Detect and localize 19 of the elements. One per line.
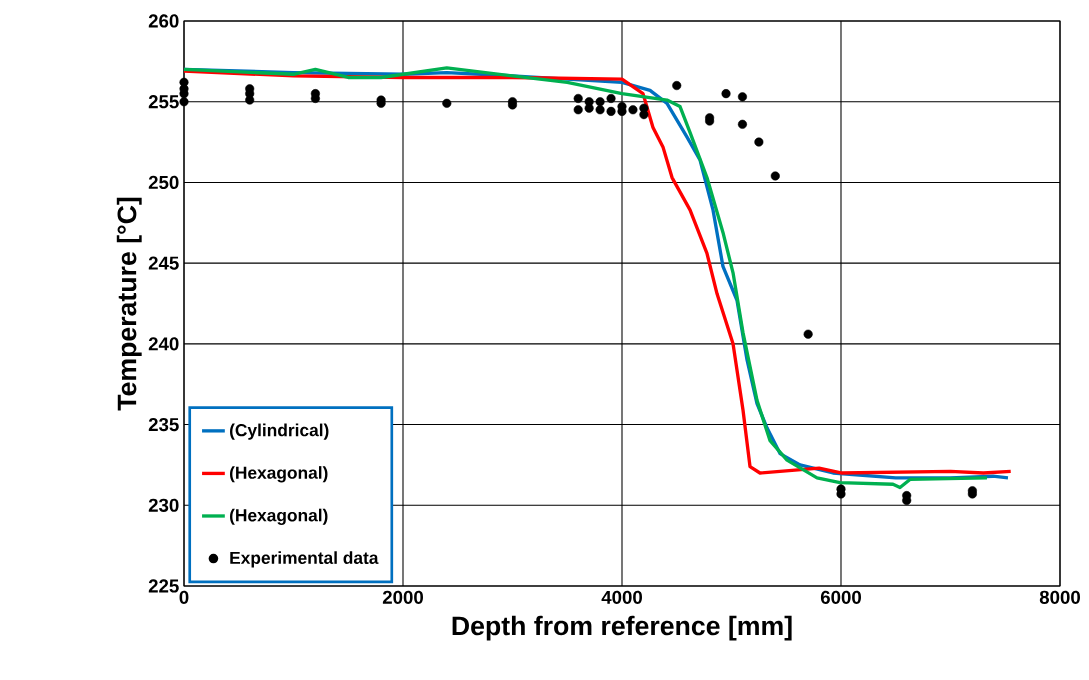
y-tick-label: 260 [148, 14, 179, 28]
x-axis-title: Depth from reference [mm] [452, 615, 792, 641]
x-tick-label: 8000 [1039, 590, 1080, 604]
x-tick-label: 4000 [601, 590, 642, 604]
y-tick-label: 250 [148, 175, 179, 190]
legend-label: (Hexagonal) [230, 466, 328, 483]
y-tick-label: 225 [148, 579, 179, 593]
legend-label: (Cylindrical) [230, 423, 329, 440]
y-tick-label: 235 [148, 417, 179, 432]
y-axis-title: Temperature [°C] [116, 197, 142, 411]
y-tick-label: 230 [148, 498, 179, 512]
legend-label: (Hexagonal) [230, 508, 328, 525]
x-tick-label: 2000 [382, 590, 423, 604]
x-tick-label: 6000 [820, 590, 861, 604]
legend-label: Experimental data [230, 551, 379, 568]
y-tick-label: 245 [148, 256, 179, 270]
x-tick-label: 0 [179, 590, 189, 604]
y-tick-label: 255 [148, 95, 179, 109]
y-tick-label: 240 [148, 337, 179, 351]
